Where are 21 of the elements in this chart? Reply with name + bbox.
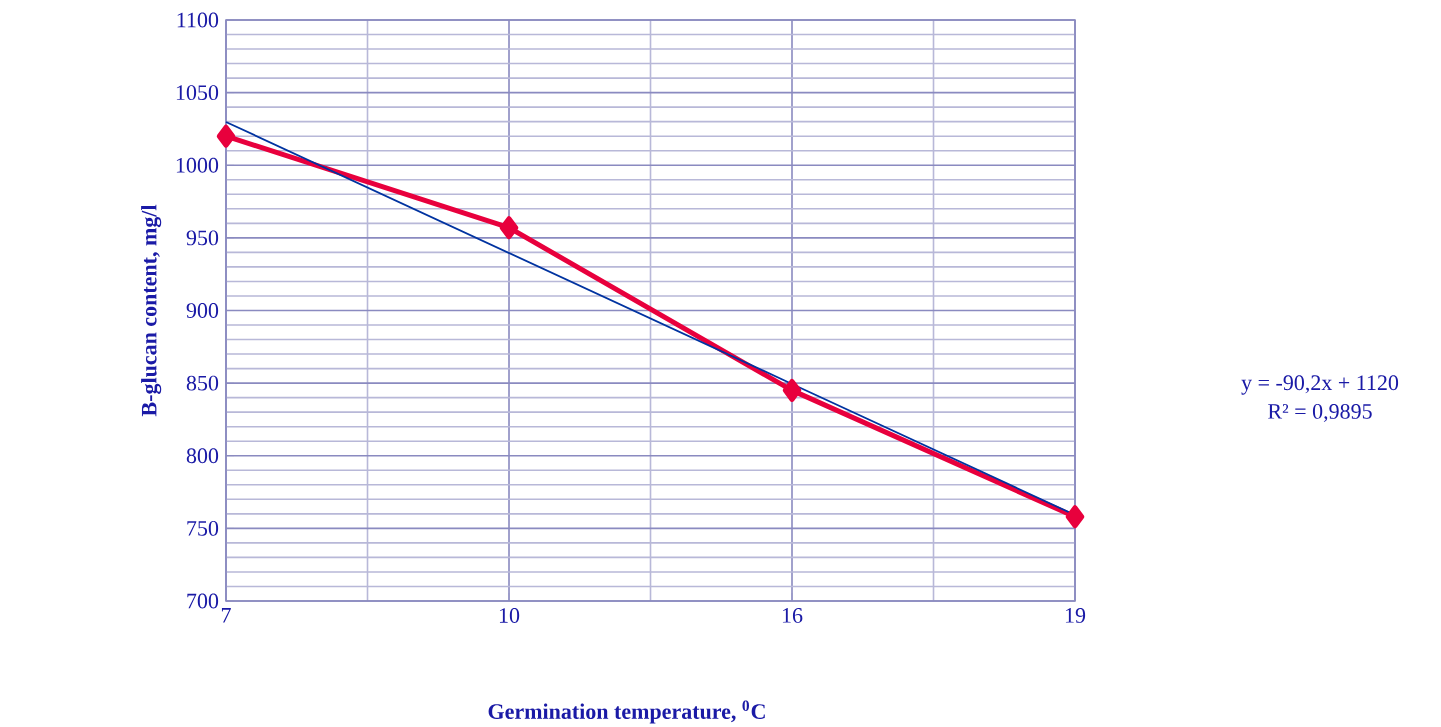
point [1065, 505, 1085, 529]
y-tick-label: 1100 [177, 12, 219, 28]
y-tick-label: 1050 [176, 85, 219, 101]
x-tick-label: 16 [782, 608, 803, 623]
y-tick-label: 950 [186, 230, 219, 246]
y-tick-label: 900 [186, 303, 219, 318]
y-axis-title: B-glucan content, mg/l [141, 204, 162, 417]
y-tick-label: 700 [187, 593, 219, 609]
x-tick-label: 19 [1065, 608, 1086, 623]
x-tick-label: 7 [221, 608, 231, 623]
point [499, 216, 519, 240]
y-tick-label: 1000 [176, 157, 219, 173]
text: y = -90,2x + 1120 [1241, 375, 1399, 395]
x-tick-label: 10 [499, 608, 520, 623]
y-tick-label: 850 [186, 375, 219, 391]
text: R² = 0,9895 [1268, 403, 1372, 422]
y-tick-label: 800 [186, 448, 219, 464]
point [216, 124, 236, 148]
point [782, 378, 802, 402]
y-tick-label: 750 [187, 520, 219, 536]
x-axis-title: Germination temperature, $^{0}$C [488, 700, 765, 724]
